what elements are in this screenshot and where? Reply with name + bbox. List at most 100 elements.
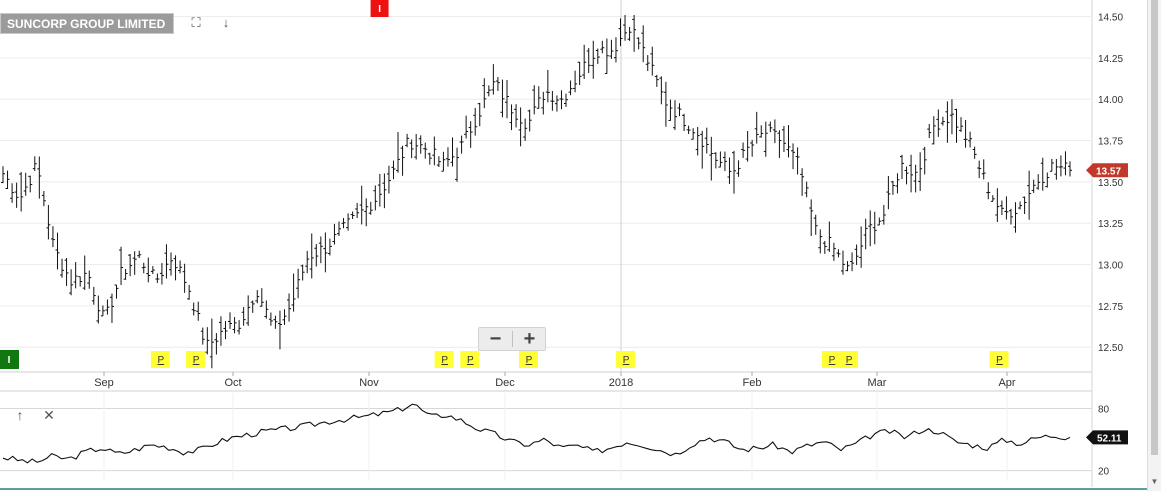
ohlc-bar bbox=[55, 232, 60, 270]
x-tick-label: Feb bbox=[743, 377, 762, 389]
ohlc-bar bbox=[69, 269, 74, 296]
ohlc-bar bbox=[423, 142, 428, 159]
vertical-scrollbar[interactable]: ▼ bbox=[1147, 0, 1161, 491]
ohlc-bar bbox=[536, 86, 541, 109]
ohlc-bar bbox=[327, 238, 332, 256]
ohlc-bar bbox=[309, 233, 314, 279]
arrow-up-icon[interactable]: ↑ bbox=[16, 407, 24, 423]
event-marker-p[interactable] bbox=[989, 351, 1009, 368]
ohlc-bar bbox=[854, 244, 859, 265]
ohlc-bar bbox=[41, 191, 46, 207]
ohlc-bar bbox=[895, 173, 900, 194]
ohlc-bar bbox=[78, 276, 83, 287]
ohlc-bar bbox=[119, 246, 124, 286]
ohlc-bar bbox=[668, 99, 673, 121]
ohlc-bar bbox=[146, 257, 151, 283]
ohlc-bar bbox=[745, 131, 750, 162]
ohlc-bar bbox=[627, 26, 632, 41]
ohlc-bar bbox=[355, 203, 360, 218]
ohlc-bar bbox=[677, 103, 682, 117]
ohlc-bar bbox=[986, 182, 991, 200]
ohlc-bar bbox=[237, 320, 242, 335]
y-tick-label: 14.00 bbox=[1098, 95, 1123, 106]
ohlc-bar bbox=[509, 104, 514, 131]
event-marker-p[interactable] bbox=[821, 351, 841, 368]
ohlc-bar bbox=[427, 152, 432, 165]
event-marker-p[interactable] bbox=[150, 351, 170, 368]
ohlc-bar bbox=[922, 146, 927, 175]
ohlc-bar bbox=[641, 25, 646, 63]
ohlc-bar bbox=[455, 147, 460, 182]
event-marker-i[interactable] bbox=[370, 0, 389, 17]
ohlc-bar bbox=[441, 151, 446, 172]
ohlc-bar bbox=[886, 175, 891, 210]
event-marker-label: P bbox=[158, 355, 165, 366]
ohlc-bar bbox=[791, 143, 796, 170]
ohlc-bar bbox=[859, 226, 864, 268]
ohlc-bar bbox=[123, 269, 128, 280]
ohlc-bar bbox=[518, 107, 523, 147]
ohlc-bar bbox=[450, 137, 455, 167]
scroll-down-arrow-icon[interactable]: ▼ bbox=[1150, 477, 1159, 486]
ohlc-bar bbox=[663, 81, 668, 127]
ohlc-bar bbox=[582, 44, 587, 79]
ohlc-bar bbox=[459, 135, 464, 154]
ohlc-bar bbox=[618, 18, 623, 47]
ohlc-bar bbox=[768, 121, 773, 133]
ohlc-bar bbox=[672, 100, 677, 130]
scroll-thumb[interactable] bbox=[1151, 0, 1158, 455]
ohlc-bar bbox=[277, 310, 282, 350]
ohlc-bar bbox=[82, 255, 87, 290]
ohlc-bar bbox=[445, 147, 450, 167]
ohlc-bar bbox=[804, 181, 809, 198]
event-marker-i[interactable] bbox=[0, 350, 19, 369]
ohlc-bar bbox=[636, 37, 641, 50]
ohlc-bar bbox=[918, 152, 923, 191]
ohlc-bar bbox=[255, 290, 260, 304]
ohlc-bar bbox=[264, 300, 269, 319]
ohlc-bar bbox=[809, 199, 814, 236]
ohlc-bar bbox=[600, 40, 605, 54]
expand-icon[interactable]: ⛶ bbox=[191, 15, 201, 30]
event-marker-p[interactable] bbox=[839, 351, 859, 368]
ohlc-bar bbox=[37, 156, 42, 199]
ohlc-bar bbox=[645, 55, 650, 72]
oscillator-line bbox=[2, 403, 1071, 464]
ohlc-bar bbox=[904, 166, 909, 185]
event-marker-p[interactable] bbox=[434, 351, 454, 368]
ohlc-bar bbox=[318, 236, 323, 264]
ohlc-bar bbox=[741, 142, 746, 158]
oscillator-value-badge bbox=[1086, 430, 1128, 445]
ohlc-bar bbox=[341, 218, 346, 229]
ohlc-bar bbox=[863, 218, 868, 250]
ohlc-bar bbox=[595, 48, 600, 64]
event-marker-p[interactable] bbox=[186, 351, 206, 368]
y-tick-label: 12.50 bbox=[1098, 343, 1123, 354]
ohlc-bar bbox=[609, 39, 614, 59]
zoom-in-button[interactable]: + bbox=[523, 328, 536, 350]
ohlc-bar bbox=[73, 262, 78, 289]
zoom-out-button[interactable]: − bbox=[489, 328, 502, 350]
ohlc-bar bbox=[232, 317, 237, 334]
ohlc-bar bbox=[1058, 155, 1063, 177]
ohlc-bar bbox=[586, 48, 591, 73]
event-marker-p[interactable] bbox=[518, 351, 538, 368]
ohlc-bar bbox=[128, 254, 133, 277]
ohlc-bar bbox=[268, 312, 273, 326]
oscillator-value-label: 52.11 bbox=[1097, 433, 1122, 444]
ohlc-bar bbox=[532, 85, 537, 115]
ohlc-bar bbox=[191, 302, 196, 316]
ohlc-bar bbox=[200, 327, 205, 345]
event-marker-p[interactable] bbox=[460, 351, 480, 368]
close-icon[interactable]: ✕ bbox=[43, 407, 55, 423]
y-tick-label: 12.75 bbox=[1098, 302, 1123, 313]
last-price-label: 13.57 bbox=[1096, 166, 1121, 177]
ohlc-bar bbox=[291, 273, 296, 312]
ohlc-bar bbox=[591, 40, 596, 79]
ohlc-bar bbox=[1031, 179, 1036, 193]
event-marker-p[interactable] bbox=[616, 351, 636, 368]
arrow-down-icon[interactable]: ↓ bbox=[222, 15, 230, 30]
ohlc-bar bbox=[564, 93, 569, 107]
ohlc-bar bbox=[482, 78, 487, 109]
